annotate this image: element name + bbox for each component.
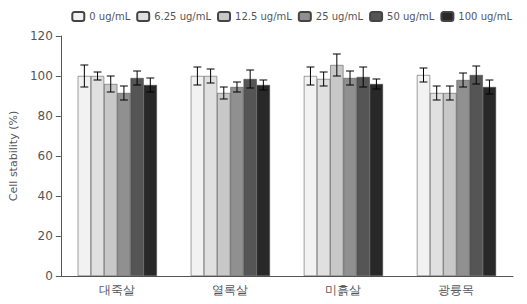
svg-text:광륭목: 광륭목 <box>438 283 474 297</box>
svg-text:100: 100 <box>30 69 53 83</box>
svg-text:6.25 ug/mL: 6.25 ug/mL <box>154 11 211 22</box>
svg-text:미흙살: 미흙살 <box>325 283 361 297</box>
svg-text:Cell stability (%): Cell stability (%) <box>7 111 20 201</box>
svg-text:40: 40 <box>38 189 53 203</box>
svg-text:열록살: 열록살 <box>212 283 248 297</box>
svg-text:12.5 ug/mL: 12.5 ug/mL <box>235 11 292 22</box>
svg-text:50 ug/mL: 50 ug/mL <box>387 11 435 22</box>
svg-text:20: 20 <box>38 229 53 243</box>
svg-text:60: 60 <box>38 149 53 163</box>
svg-text:100 ug/mL: 100 ug/mL <box>458 11 512 22</box>
svg-text:120: 120 <box>30 29 53 43</box>
svg-text:대죽살: 대죽살 <box>99 283 135 297</box>
svg-text:0: 0 <box>45 269 53 283</box>
svg-text:0 ug/mL: 0 ug/mL <box>89 11 130 22</box>
svg-text:25 ug/mL: 25 ug/mL <box>316 11 364 22</box>
svg-text:80: 80 <box>38 109 53 123</box>
